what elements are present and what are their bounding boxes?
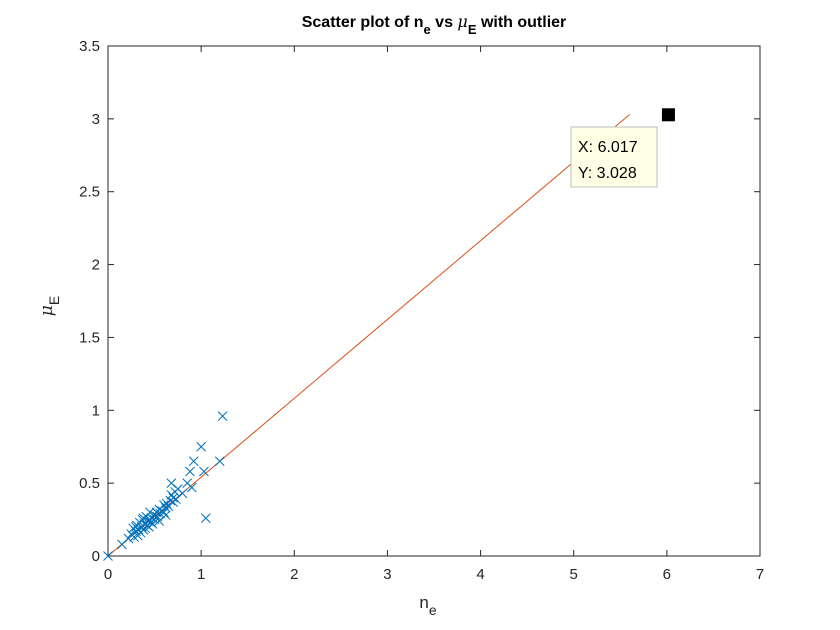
- title-sub-e: e: [424, 22, 431, 37]
- x-tick-label: 4: [476, 566, 484, 583]
- title-mu: μ: [457, 12, 467, 31]
- y-tick-label: 1.5: [79, 329, 100, 346]
- data-point: [217, 411, 228, 421]
- y-tick-label: 0: [92, 548, 100, 565]
- y-tick-label: 0.5: [79, 475, 100, 492]
- data-point: [186, 482, 197, 493]
- x-tick-label: 3: [383, 566, 391, 583]
- data-point: [138, 513, 149, 523]
- title-sub-E: E: [468, 22, 477, 37]
- x-tick-label: 7: [756, 566, 764, 583]
- data-point: [177, 488, 188, 499]
- datatip[interactable]: X: 6.017 Y: 3.028: [570, 126, 658, 188]
- y-tick-label: 2: [92, 257, 100, 274]
- ylabel-sub-E: E: [46, 296, 62, 305]
- data-point: [154, 516, 165, 526]
- plot-area: [107, 45, 761, 557]
- xlabel-sub-e: e: [429, 602, 437, 618]
- x-axis-label: ne: [419, 593, 436, 618]
- data-point: [200, 513, 211, 523]
- data-layer: [103, 108, 675, 561]
- data-point: [188, 456, 199, 467]
- axes-layer: 0 1 2 3 4 5 6 7 0 0.5 1 1.5 2 2.5 3 3.5: [79, 38, 764, 583]
- y-tick-label: 2.5: [79, 184, 100, 201]
- title-prefix: Scatter plot of n: [302, 14, 424, 31]
- data-point: [168, 492, 179, 503]
- y-tick-label: 1: [92, 402, 100, 419]
- chart-title: Scatter plot of ne vs μE with outlier: [302, 12, 567, 37]
- datatip-x-text: X: 6.017: [578, 139, 638, 156]
- x-tick-label: 1: [197, 566, 205, 583]
- x-tick-label: 5: [570, 566, 578, 583]
- x-tick-label: 6: [663, 566, 671, 583]
- outlier-point: [661, 108, 675, 122]
- xlabel-n: n: [419, 593, 428, 612]
- title-suffix: with outlier: [477, 14, 567, 31]
- y-axis-label: μE: [37, 296, 62, 316]
- data-point: [131, 522, 141, 532]
- y-tick-label: 3.5: [79, 38, 100, 55]
- data-point: [214, 456, 225, 467]
- data-point: [196, 441, 206, 452]
- data-point: [199, 466, 209, 477]
- y-tick-label: 3: [92, 111, 100, 128]
- fit-line: [107, 114, 630, 557]
- ylabel-mu: μ: [37, 305, 57, 316]
- data-point: [166, 478, 177, 488]
- datatip-y-text: Y: 3.028: [578, 165, 637, 182]
- data-point: [103, 551, 113, 561]
- datatip-box: [570, 126, 658, 188]
- title-mid: vs: [431, 14, 458, 31]
- data-point: [145, 514, 155, 525]
- x-tick-label: 2: [290, 566, 298, 583]
- x-tick-label: 0: [104, 566, 112, 583]
- data-point: [129, 532, 139, 542]
- data-point: [185, 466, 195, 477]
